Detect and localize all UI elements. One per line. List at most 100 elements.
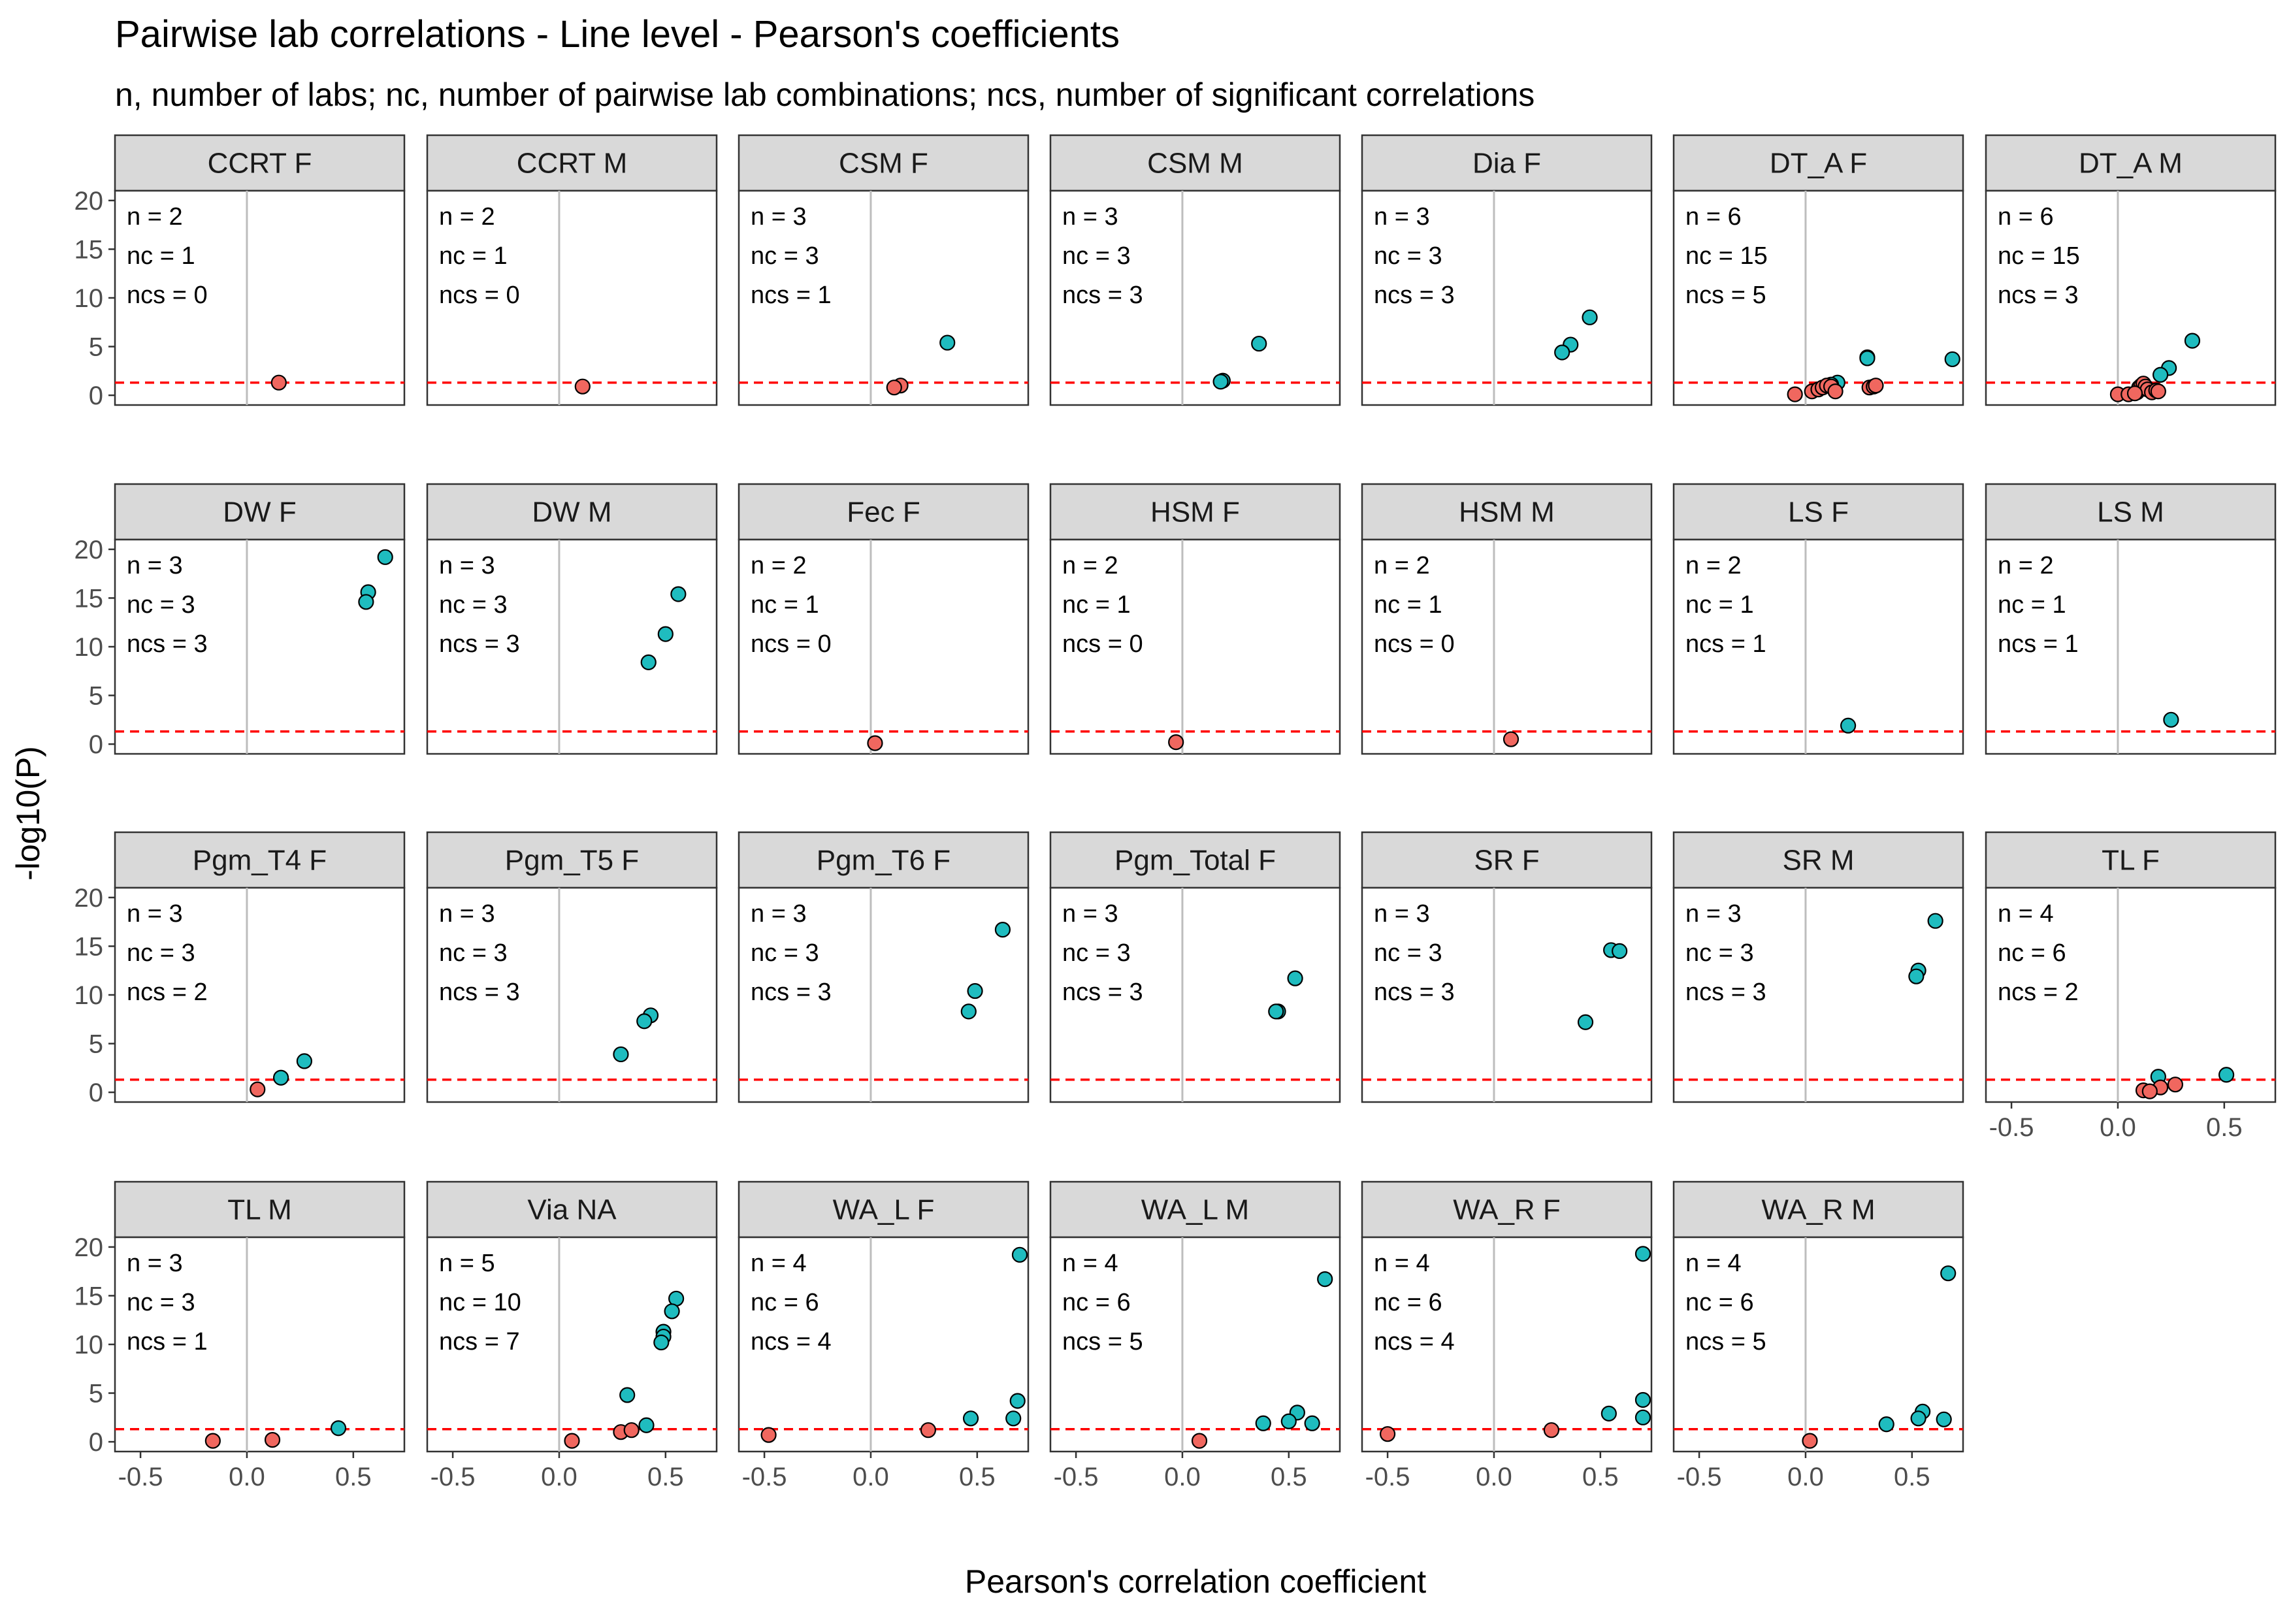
significant-point [1255,1415,1271,1431]
nonsignificant-point [920,1422,937,1438]
facet-strip-label: CSM M [1147,148,1243,180]
facet-annotation: ncs = 3 [1685,979,1766,1006]
facet-annotation: n = 3 [751,900,807,928]
significant-point [638,1417,655,1433]
facet-panel-border [114,886,406,1103]
facet-panel-border [1672,538,1964,755]
facet-annotation: n = 2 [439,203,495,231]
facet-strip [426,1180,718,1239]
x-tick-label: 0.0 [1476,1463,1512,1491]
facet-annotation: n = 3 [751,203,807,231]
facet-panel: LS F n = 2 nc = 1 ncs = 1 [1672,483,1964,755]
nonsignificant-point [1543,1422,1560,1438]
y-tick-label: 15 [74,1282,104,1310]
significant-point [1280,1413,1297,1429]
significant-point [377,549,393,565]
facet-annotation: nc = 3 [127,1289,195,1316]
facet-panel: DW F n = 3 nc = 3 ncs = 3 0 5 10 15 20 [74,483,406,759]
facet-panel: DT_A M n = 6 nc = 15 ncs = 3 [1985,134,2277,406]
y-tick-label: 20 [74,884,104,913]
facet-annotation: n = 2 [1374,552,1430,579]
facet-annotation: ncs = 0 [1062,630,1143,658]
x-tick-label: 0.5 [1271,1463,1307,1491]
facet-annotation: ncs = 2 [127,979,208,1006]
significant-point [296,1053,313,1069]
significant-point [2218,1067,2235,1083]
facet-annotation: ncs = 5 [1062,1328,1143,1356]
significant-point [1005,1410,1022,1427]
facet-annotation: nc = 1 [751,591,819,619]
facet-panel-border [114,1236,406,1453]
facet-annotation: n = 2 [751,552,807,579]
facet-annotation: ncs = 3 [439,630,520,658]
facet-annotation: ncs = 1 [127,1328,208,1356]
facet-panel-border [426,538,718,755]
significant-point [613,1046,629,1063]
x-tick-label: 0.5 [1894,1463,1930,1491]
facet-annotation: ncs = 4 [1374,1328,1455,1356]
facet-annotation: n = 4 [1685,1250,1742,1277]
facet-annotation: ncs = 3 [127,630,208,658]
x-tick-label: 0.5 [647,1463,684,1491]
facet-panel: CCRT M n = 2 nc = 1 ncs = 0 [426,134,718,406]
facet-annotation: n = 3 [1062,203,1118,231]
facet-strip-label: HSM F [1150,496,1240,528]
facet-annotation: n = 3 [127,900,183,928]
facet-panel-border [1672,189,1964,406]
facet-strip-label: Pgm_T5 F [505,845,639,877]
facet-annotation: n = 3 [1685,900,1742,928]
facet-panel-border [738,538,1030,755]
facet-panel: Via NA n = 5 nc = 10 ncs = 7 -0.5 0.0 0.5 [426,1180,718,1491]
facet-panel-border [426,189,718,406]
facet-annotation: nc = 3 [439,939,508,967]
significant-point [1908,968,1925,984]
facet-strip [426,134,718,192]
nonsignificant-point [623,1422,640,1438]
nonsignificant-point [270,374,287,391]
significant-point [1927,913,1943,929]
facet-annotation: nc = 10 [439,1289,521,1316]
significant-point [1936,1411,1952,1427]
facet-annotation: nc = 6 [751,1289,819,1316]
x-axis-label: Pearson's correlation coefficient [965,1563,1426,1600]
facet-annotation: n = 3 [439,900,495,928]
facet-strip [426,483,718,541]
facet-panel: WA_R M n = 4 nc = 6 ncs = 5 -0.5 0.0 0.5 [1672,1180,1964,1491]
x-tick-label: 0.0 [1164,1463,1201,1491]
facet-annotation: ncs = 3 [1062,979,1143,1006]
facet-panel: DT_A F n = 6 nc = 15 ncs = 5 [1672,134,1964,406]
facet-strip-label: WA_L F [833,1194,935,1226]
facet-strip-label: CCRT M [517,148,628,180]
facet-strip-label: TL F [2102,845,2160,877]
facet-panel-border [1049,189,1341,406]
significant-point [960,1003,977,1020]
facet-strip-label: Via NA [527,1194,617,1226]
facet-panel: Dia F n = 3 nc = 3 ncs = 3 [1361,134,1653,406]
y-tick-label: 5 [89,333,103,362]
significant-point [330,1420,347,1437]
y-axis-label: -log10(P) [10,746,46,881]
nonsignificant-point [886,380,902,396]
y-tick-label: 10 [74,633,104,662]
nonsignificant-point [564,1433,580,1449]
facet-annotation: n = 3 [127,552,183,579]
facet-strip-label: Fec F [847,496,920,528]
facet-annotation: ncs = 3 [751,979,832,1006]
significant-point [619,1387,636,1403]
facet-annotation: ncs = 1 [751,282,832,309]
facet-annotation: nc = 3 [1374,939,1442,967]
facet-annotation: nc = 3 [127,591,195,619]
facet-panel-border [1361,189,1653,406]
x-tick-label: 0.5 [1582,1463,1619,1491]
facet-strip-label: SR F [1474,845,1539,877]
x-tick-label: -0.5 [118,1463,163,1491]
nonsignificant-point [867,735,883,751]
significant-point [1634,1409,1651,1425]
facet-strip-label: LS M [2097,496,2164,528]
x-tick-label: -0.5 [431,1463,476,1491]
facet-annotation: nc = 3 [439,591,508,619]
facet-annotation: nc = 1 [1374,591,1442,619]
facet-annotation: n = 4 [1374,1250,1430,1277]
facet-strip [1361,134,1653,192]
